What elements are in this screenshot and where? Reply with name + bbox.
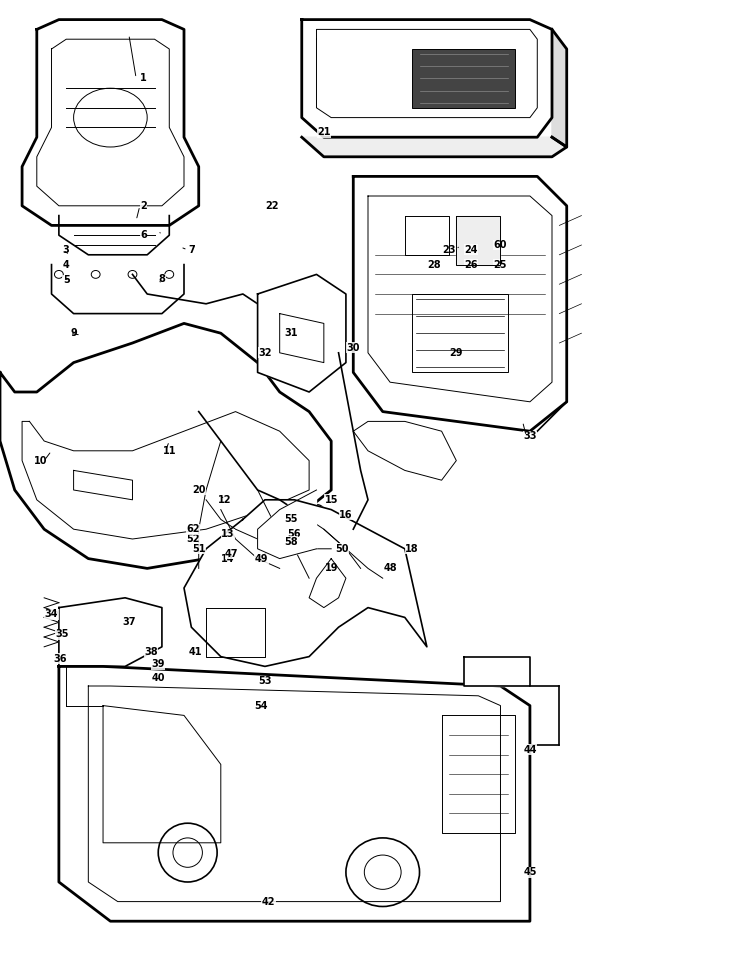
Text: 1: 1	[140, 74, 147, 83]
Polygon shape	[464, 657, 530, 686]
Text: 47: 47	[225, 549, 238, 559]
Text: 13: 13	[222, 529, 235, 539]
Text: 37: 37	[122, 617, 135, 627]
Text: 33: 33	[523, 431, 537, 441]
Ellipse shape	[346, 838, 420, 906]
Text: 18: 18	[406, 544, 419, 554]
Text: 58: 58	[284, 537, 297, 547]
Ellipse shape	[233, 623, 238, 631]
Polygon shape	[456, 216, 500, 265]
Text: 10: 10	[34, 456, 47, 466]
Text: 7: 7	[188, 245, 195, 255]
Text: 51: 51	[192, 544, 205, 554]
Text: 15: 15	[325, 495, 338, 505]
Text: 39: 39	[152, 660, 165, 669]
Text: 44: 44	[523, 745, 537, 755]
Polygon shape	[0, 323, 331, 568]
Text: 62: 62	[186, 524, 199, 534]
Text: 36: 36	[54, 654, 67, 663]
Text: 42: 42	[262, 897, 275, 906]
Polygon shape	[353, 421, 456, 480]
Ellipse shape	[158, 823, 217, 882]
Polygon shape	[309, 559, 346, 608]
Polygon shape	[59, 666, 530, 921]
Text: 16: 16	[339, 510, 353, 519]
Text: 45: 45	[523, 867, 537, 877]
Text: 26: 26	[464, 260, 478, 270]
Text: 6: 6	[140, 230, 147, 240]
Polygon shape	[353, 176, 567, 431]
Ellipse shape	[218, 623, 224, 631]
Text: 49: 49	[255, 554, 268, 563]
Text: 11: 11	[163, 446, 176, 456]
Polygon shape	[184, 500, 427, 666]
Text: 38: 38	[144, 647, 158, 657]
Text: 2: 2	[140, 201, 147, 211]
Polygon shape	[258, 274, 346, 392]
Text: 14: 14	[222, 554, 235, 563]
Ellipse shape	[233, 643, 238, 651]
Text: 53: 53	[258, 676, 272, 686]
Text: 23: 23	[442, 245, 456, 255]
Text: 30: 30	[347, 343, 360, 353]
Ellipse shape	[305, 505, 328, 534]
Text: 12: 12	[218, 495, 231, 505]
Polygon shape	[59, 598, 162, 666]
Polygon shape	[258, 490, 316, 559]
Polygon shape	[302, 137, 567, 157]
Text: 52: 52	[186, 534, 199, 544]
Ellipse shape	[247, 623, 253, 631]
Text: 55: 55	[284, 514, 297, 524]
Text: 19: 19	[325, 564, 338, 573]
Text: 22: 22	[266, 201, 279, 211]
Text: 40: 40	[152, 673, 165, 683]
Text: 5: 5	[63, 275, 70, 285]
Text: 20: 20	[192, 485, 205, 495]
Text: 60: 60	[494, 240, 507, 250]
Text: 29: 29	[450, 348, 463, 358]
Text: 31: 31	[284, 328, 297, 338]
Text: 34: 34	[45, 610, 58, 619]
Text: 41: 41	[188, 647, 202, 657]
Polygon shape	[302, 20, 552, 137]
Text: 48: 48	[383, 564, 397, 573]
Text: 8: 8	[158, 274, 166, 284]
Text: 25: 25	[494, 260, 507, 270]
Text: 32: 32	[258, 348, 272, 358]
Text: 24: 24	[464, 245, 478, 255]
Text: 4: 4	[63, 260, 70, 270]
Text: 28: 28	[428, 260, 441, 270]
Text: 56: 56	[288, 529, 301, 539]
Polygon shape	[552, 29, 567, 147]
Ellipse shape	[247, 643, 253, 651]
Text: 21: 21	[317, 127, 330, 137]
FancyBboxPatch shape	[412, 49, 515, 108]
Text: 54: 54	[255, 701, 268, 710]
Text: 9: 9	[70, 328, 77, 338]
Ellipse shape	[218, 643, 224, 651]
Text: 35: 35	[56, 629, 69, 639]
Text: 50: 50	[336, 544, 349, 554]
Text: 3: 3	[63, 245, 70, 255]
